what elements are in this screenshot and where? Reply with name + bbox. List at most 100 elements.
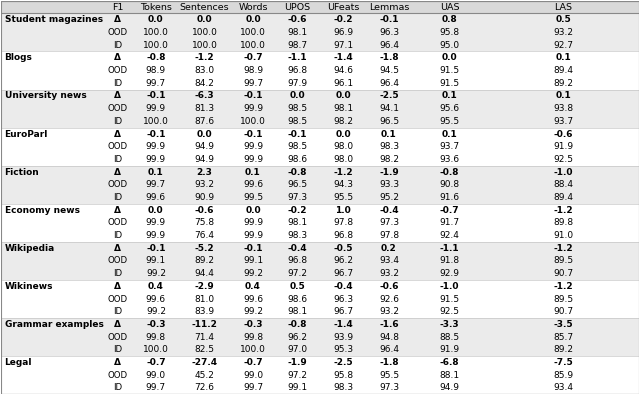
Text: 96.8: 96.8	[287, 256, 308, 265]
Text: 85.7: 85.7	[553, 333, 573, 342]
Text: 1.0: 1.0	[335, 206, 351, 215]
Text: F1: F1	[112, 2, 124, 11]
Text: ID: ID	[113, 117, 122, 126]
Text: Grammar examples: Grammar examples	[4, 320, 104, 329]
Text: 99.6: 99.6	[243, 295, 263, 304]
Text: -0.6: -0.6	[288, 15, 307, 24]
Text: OOD: OOD	[108, 66, 127, 75]
Text: 93.2: 93.2	[195, 180, 214, 189]
Bar	[1, 26, 639, 39]
Text: 92.5: 92.5	[554, 155, 573, 164]
Text: 100.0: 100.0	[143, 28, 169, 37]
Text: 0.4: 0.4	[148, 282, 164, 291]
Bar	[1, 318, 639, 331]
Text: Δ: Δ	[114, 130, 121, 139]
Text: -2.5: -2.5	[379, 91, 399, 100]
Text: 0.0: 0.0	[148, 206, 164, 215]
Text: 71.4: 71.4	[195, 333, 214, 342]
Bar	[1, 242, 639, 255]
Text: ID: ID	[113, 193, 122, 202]
Bar	[1, 369, 639, 382]
Text: Δ: Δ	[114, 91, 121, 100]
Text: 98.5: 98.5	[287, 117, 308, 126]
Text: 100.0: 100.0	[240, 117, 266, 126]
Bar	[1, 153, 639, 166]
Bar	[1, 13, 639, 26]
Text: 98.3: 98.3	[287, 231, 308, 240]
Text: 96.4: 96.4	[379, 41, 399, 50]
Text: ID: ID	[113, 79, 122, 88]
Text: 88.5: 88.5	[440, 333, 460, 342]
Text: 45.2: 45.2	[195, 371, 214, 380]
Text: ID: ID	[113, 231, 122, 240]
Text: 96.1: 96.1	[333, 79, 353, 88]
Text: 93.9: 93.9	[333, 333, 353, 342]
Text: 92.5: 92.5	[440, 307, 460, 316]
Text: UFeats: UFeats	[327, 2, 359, 11]
Text: 0.0: 0.0	[442, 53, 458, 62]
Bar	[1, 280, 639, 293]
Bar	[1, 39, 639, 51]
Text: -1.1: -1.1	[440, 244, 460, 253]
Text: 96.3: 96.3	[333, 295, 353, 304]
Text: 96.7: 96.7	[333, 269, 353, 278]
Text: 0.0: 0.0	[335, 91, 351, 100]
Text: Words: Words	[238, 2, 268, 11]
Text: 98.7: 98.7	[287, 41, 308, 50]
Text: 98.6: 98.6	[287, 295, 308, 304]
Text: 100.0: 100.0	[240, 41, 266, 50]
Text: -2.9: -2.9	[195, 282, 214, 291]
Text: -1.0: -1.0	[554, 167, 573, 177]
Text: 99.2: 99.2	[146, 269, 166, 278]
Text: 99.9: 99.9	[146, 218, 166, 228]
Text: Δ: Δ	[114, 358, 121, 367]
Text: 99.9: 99.9	[146, 142, 166, 151]
Text: Δ: Δ	[114, 15, 121, 24]
Text: 99.2: 99.2	[243, 269, 263, 278]
Bar	[1, 77, 639, 90]
Bar	[1, 255, 639, 267]
Text: 99.2: 99.2	[243, 307, 263, 316]
Text: 97.1: 97.1	[333, 41, 353, 50]
Bar	[1, 64, 639, 77]
Text: Δ: Δ	[114, 282, 121, 291]
Text: 0.0: 0.0	[335, 130, 351, 139]
Text: 93.7: 93.7	[440, 142, 460, 151]
Bar	[1, 166, 639, 179]
Text: 81.3: 81.3	[195, 104, 214, 113]
Text: 98.6: 98.6	[287, 155, 308, 164]
Text: 89.2: 89.2	[195, 256, 214, 265]
Text: 97.2: 97.2	[287, 269, 308, 278]
Text: 92.9: 92.9	[440, 269, 460, 278]
Text: 75.8: 75.8	[195, 218, 214, 228]
Text: 96.7: 96.7	[333, 307, 353, 316]
Text: -0.3: -0.3	[243, 320, 262, 329]
Text: 98.0: 98.0	[333, 142, 353, 151]
Text: 0.0: 0.0	[196, 15, 212, 24]
Text: 93.2: 93.2	[554, 28, 573, 37]
Text: -0.7: -0.7	[243, 53, 263, 62]
Bar	[1, 115, 639, 128]
Text: -1.9: -1.9	[379, 167, 399, 177]
Text: 90.7: 90.7	[553, 269, 573, 278]
Text: 99.0: 99.0	[243, 371, 263, 380]
Text: ID: ID	[113, 307, 122, 316]
Text: -0.2: -0.2	[333, 15, 353, 24]
Text: 0.0: 0.0	[290, 91, 305, 100]
Text: OOD: OOD	[108, 142, 127, 151]
Bar	[1, 344, 639, 356]
Text: OOD: OOD	[108, 295, 127, 304]
Text: Tokens: Tokens	[140, 2, 172, 11]
Text: 2.3: 2.3	[196, 167, 212, 177]
Bar	[1, 102, 639, 115]
Text: 97.9: 97.9	[287, 79, 308, 88]
Text: -3.3: -3.3	[440, 320, 460, 329]
Text: 98.2: 98.2	[379, 155, 399, 164]
Text: 0.5: 0.5	[290, 282, 305, 291]
Text: -11.2: -11.2	[191, 320, 218, 329]
Text: 89.8: 89.8	[553, 218, 573, 228]
Text: -0.8: -0.8	[440, 167, 460, 177]
Text: -0.8: -0.8	[288, 167, 307, 177]
Text: 99.9: 99.9	[243, 218, 263, 228]
Text: 83.0: 83.0	[195, 66, 214, 75]
